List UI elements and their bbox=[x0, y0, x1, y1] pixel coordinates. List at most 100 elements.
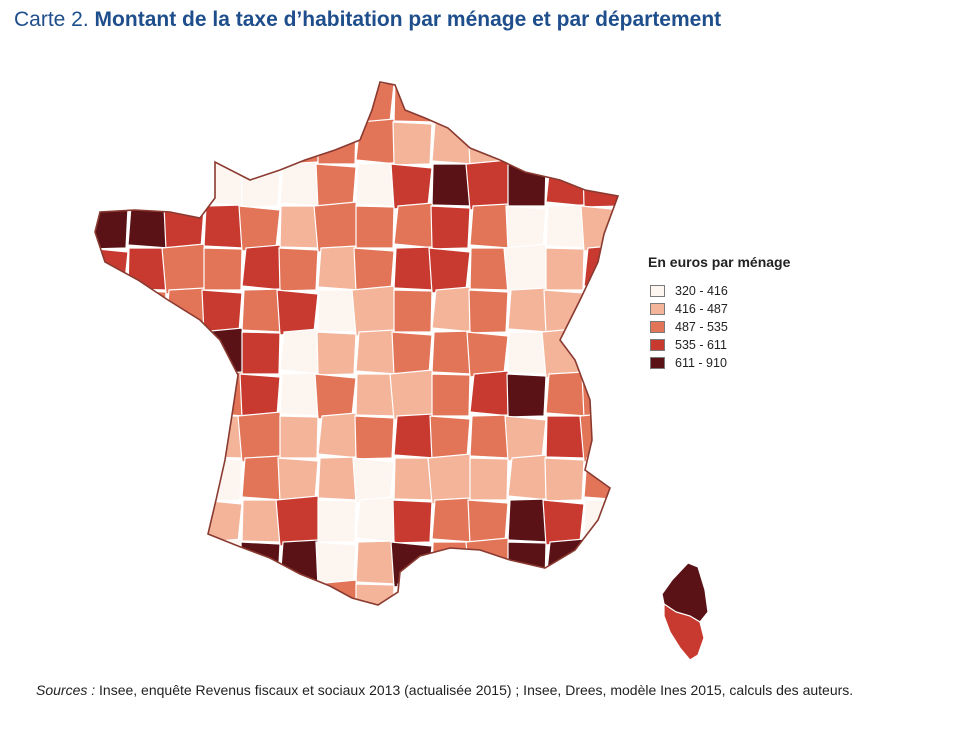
department-region bbox=[317, 456, 358, 501]
department-region bbox=[279, 205, 319, 249]
department-region bbox=[390, 541, 433, 588]
department-region bbox=[95, 82, 133, 127]
department-region bbox=[317, 412, 360, 459]
legend: En euros par ménage 320 - 416 416 - 487 … bbox=[648, 254, 790, 372]
department-region bbox=[430, 205, 471, 250]
legend-swatch bbox=[650, 339, 665, 351]
sources-text: Insee, enquête Revenus fiscaux et sociau… bbox=[95, 682, 854, 698]
department-region bbox=[95, 205, 129, 250]
department-region bbox=[239, 373, 281, 419]
department-region bbox=[393, 246, 434, 291]
department-region bbox=[277, 82, 319, 125]
department-region bbox=[355, 162, 396, 207]
department-region bbox=[545, 160, 588, 207]
department-region bbox=[507, 498, 548, 543]
legend-item: 487 - 535 bbox=[650, 318, 790, 336]
department-region bbox=[123, 537, 171, 589]
department-region bbox=[392, 499, 433, 544]
department-region bbox=[617, 495, 618, 547]
department-region bbox=[469, 203, 511, 249]
department-region bbox=[541, 327, 589, 379]
department-region bbox=[95, 541, 129, 585]
department-region bbox=[583, 121, 618, 165]
department-region bbox=[162, 415, 205, 462]
department-region bbox=[355, 118, 398, 165]
legend-item: 320 - 416 bbox=[650, 282, 790, 300]
legend-item: 416 - 487 bbox=[650, 300, 790, 318]
department-region bbox=[125, 121, 167, 167]
department-region bbox=[469, 82, 509, 123]
department-region bbox=[353, 247, 395, 293]
department-region bbox=[579, 411, 618, 463]
department-region bbox=[317, 289, 357, 333]
department-region bbox=[165, 82, 208, 123]
department-region bbox=[317, 82, 358, 123]
department-region bbox=[583, 288, 618, 333]
department-region bbox=[317, 121, 357, 165]
department-region bbox=[544, 82, 585, 124]
department-region bbox=[429, 415, 471, 461]
department-region bbox=[469, 414, 510, 459]
department-region bbox=[127, 82, 167, 123]
legend-title: En euros par ménage bbox=[648, 254, 791, 270]
legend-swatch bbox=[650, 285, 665, 297]
department-region bbox=[469, 370, 512, 417]
department-region bbox=[430, 583, 471, 605]
department-region bbox=[506, 373, 547, 418]
department-region bbox=[95, 119, 131, 165]
department-region bbox=[428, 247, 471, 294]
department-region bbox=[468, 289, 509, 334]
department-region bbox=[469, 581, 511, 605]
department-region bbox=[241, 121, 281, 165]
department-region bbox=[279, 161, 321, 207]
department-region bbox=[545, 204, 586, 249]
department-region bbox=[240, 541, 281, 586]
department-region bbox=[202, 457, 243, 502]
department-region bbox=[95, 330, 130, 375]
department-region bbox=[238, 205, 281, 252]
department-region bbox=[544, 457, 585, 502]
department-region bbox=[389, 369, 437, 421]
department-region bbox=[126, 289, 167, 334]
department-region bbox=[127, 414, 168, 459]
department-region bbox=[317, 245, 359, 291]
legend-label: 611 - 910 bbox=[675, 356, 727, 370]
department-region bbox=[507, 331, 547, 375]
department-region bbox=[393, 457, 433, 501]
department-region bbox=[503, 243, 551, 295]
department-region bbox=[431, 163, 471, 207]
department-region bbox=[95, 583, 129, 605]
legend-swatch bbox=[650, 321, 665, 333]
department-region bbox=[507, 163, 547, 207]
department-region bbox=[622, 416, 660, 458]
corsica-south bbox=[663, 602, 705, 661]
department-region bbox=[124, 331, 167, 378]
department-region bbox=[545, 247, 585, 291]
department-region bbox=[622, 373, 661, 416]
department-region bbox=[241, 82, 283, 123]
department-region bbox=[465, 159, 513, 211]
department-region bbox=[622, 540, 662, 584]
department-region bbox=[279, 415, 319, 459]
department-region bbox=[351, 285, 399, 337]
department-region bbox=[469, 247, 509, 291]
title-prefix: Carte 2. bbox=[14, 8, 89, 31]
department-region bbox=[393, 82, 433, 123]
department-region bbox=[431, 497, 473, 543]
department-region bbox=[278, 247, 319, 292]
department-region bbox=[543, 289, 585, 335]
department-region bbox=[95, 163, 129, 207]
department-region bbox=[127, 247, 167, 291]
department-region bbox=[199, 327, 247, 379]
department-region bbox=[165, 287, 207, 333]
department-region bbox=[355, 496, 398, 543]
department-region bbox=[200, 499, 243, 546]
department-region bbox=[391, 331, 433, 377]
department-region bbox=[355, 583, 395, 605]
department-region bbox=[202, 82, 243, 124]
department-region bbox=[617, 117, 618, 169]
department-region bbox=[580, 583, 618, 605]
department-region bbox=[127, 370, 170, 417]
department-region bbox=[203, 582, 244, 605]
department-region bbox=[393, 580, 436, 605]
